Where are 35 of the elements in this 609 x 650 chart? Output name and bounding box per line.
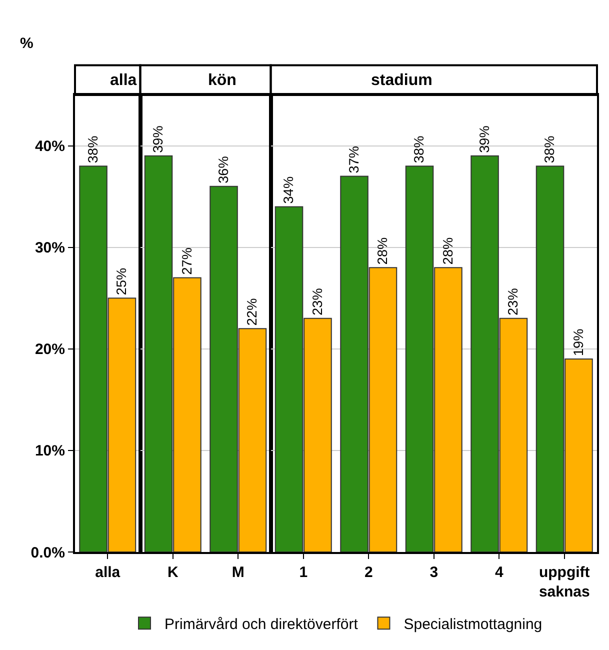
data-label: 19%: [570, 328, 586, 356]
data-label: 39%: [150, 126, 166, 153]
y-tick-label: 10%: [34, 442, 65, 460]
y-tick-label: 30%: [34, 240, 65, 257]
chart-title: stadium: [371, 72, 432, 89]
data-label: 34%: [281, 176, 296, 204]
data-label: 38%: [85, 136, 100, 164]
data-label: 36%: [216, 156, 231, 184]
chart-title: alla: [110, 72, 137, 89]
legend-label: Primärvård och direktöverfört: [164, 616, 359, 633]
legend-label: Specialistmottagning: [404, 616, 542, 633]
x-tick-label: 1: [299, 564, 308, 581]
x-tick-label: 3: [430, 564, 438, 581]
data-label: 22%: [244, 298, 260, 326]
x-tick-label: 4: [494, 564, 504, 581]
data-label: 23%: [310, 288, 325, 316]
y-axis-title: %: [20, 35, 34, 52]
data-label: 25%: [114, 268, 130, 296]
data-label: 28%: [440, 237, 456, 265]
y-tick-label: 40%: [34, 138, 65, 156]
x-tick-label: K: [167, 564, 178, 581]
y-tick-label: 20%: [34, 341, 65, 358]
data-label: 38%: [542, 136, 558, 164]
data-label: 23%: [506, 288, 521, 316]
y-tick-label: 0.0%: [30, 544, 65, 562]
x-tick-label: 2: [364, 564, 373, 581]
data-label: 28%: [375, 237, 390, 265]
chart-title: kön: [208, 72, 236, 89]
data-label: 27%: [179, 248, 194, 275]
x-tick-label: alla: [95, 564, 121, 581]
x-tick-label: M: [232, 564, 244, 581]
data-label: 39%: [476, 126, 492, 153]
data-label: 38%: [412, 136, 427, 164]
x-tick-label: uppgift saknas: [538, 564, 590, 600]
data-label: 37%: [346, 146, 362, 174]
